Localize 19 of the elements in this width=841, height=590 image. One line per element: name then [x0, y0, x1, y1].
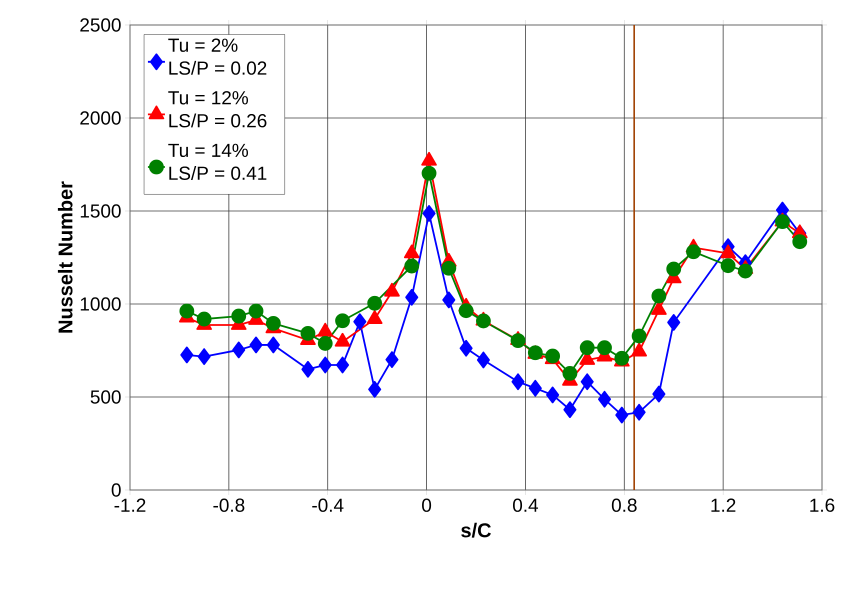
x-tick-label: 0.4 — [513, 498, 538, 512]
x-tick-label: 0.8 — [612, 498, 637, 512]
legend-label: Tu = 12% LS/P = 0.26 — [168, 91, 266, 128]
x-axis-title: s/C — [461, 522, 491, 538]
x-tick-label: 1.6 — [810, 498, 834, 512]
legend-label: Tu = 14% LS/P = 0.41 — [168, 144, 266, 180]
y-axis-title: Nusselt Number — [58, 181, 73, 333]
y-tick-label: 500 — [90, 390, 121, 404]
x-tick-label: 1.2 — [711, 498, 736, 512]
x-tick-label: 0 — [422, 498, 432, 512]
x-tick-label: -1.2 — [114, 498, 146, 512]
y-tick-label: 1000 — [80, 297, 121, 311]
legend-label: Tu = 2% LS/P = 0.02 — [168, 38, 266, 75]
y-tick-label: 1500 — [80, 204, 121, 218]
y-tick-label: 0 — [112, 483, 121, 497]
x-tick-label: -0.8 — [213, 498, 244, 512]
x-tick-label: -0.4 — [312, 498, 344, 512]
y-tick-label: 2000 — [80, 111, 121, 125]
y-tick-label: 2500 — [80, 18, 121, 32]
